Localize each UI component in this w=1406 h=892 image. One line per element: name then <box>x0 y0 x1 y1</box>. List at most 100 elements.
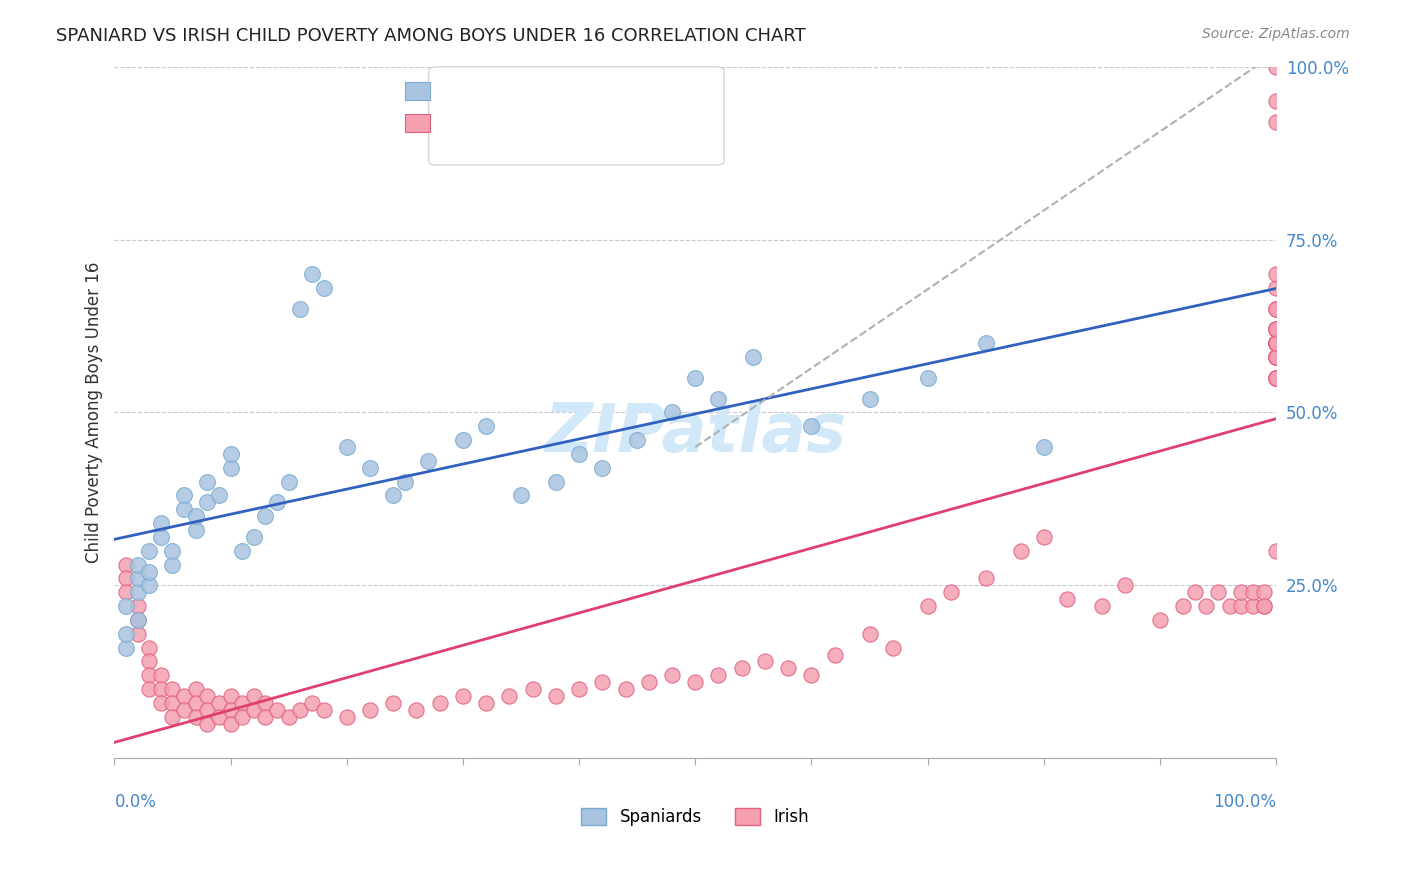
Point <box>243 703 266 717</box>
Point <box>127 613 149 627</box>
Point <box>917 599 939 614</box>
Point <box>127 572 149 586</box>
Point <box>277 710 299 724</box>
Point <box>405 703 427 717</box>
Point <box>1265 336 1288 351</box>
Point <box>1032 530 1054 544</box>
Point <box>1265 322 1288 336</box>
Point <box>266 495 288 509</box>
Point <box>301 696 323 710</box>
Point <box>1265 371 1288 385</box>
Point <box>231 710 253 724</box>
Point <box>1265 322 1288 336</box>
Point <box>184 509 207 524</box>
Point <box>195 716 218 731</box>
Point <box>254 509 277 524</box>
Point <box>382 696 405 710</box>
Point <box>778 661 800 675</box>
Point <box>544 475 567 489</box>
Point <box>1265 350 1288 364</box>
Point <box>115 585 138 599</box>
Point <box>219 703 242 717</box>
Point <box>184 523 207 537</box>
Point <box>1206 585 1229 599</box>
Point <box>683 371 706 385</box>
Point <box>231 543 253 558</box>
Point <box>1173 599 1195 614</box>
Point <box>149 668 172 682</box>
Point <box>127 585 149 599</box>
Point <box>1195 599 1218 614</box>
Text: 0.0%: 0.0% <box>114 793 156 811</box>
Point <box>742 350 765 364</box>
Point <box>243 530 266 544</box>
Point <box>1265 322 1288 336</box>
Point <box>1241 585 1264 599</box>
Point <box>149 682 172 697</box>
Point <box>754 655 776 669</box>
Point <box>568 682 591 697</box>
Point <box>173 689 195 703</box>
Point <box>219 447 242 461</box>
Point <box>800 668 823 682</box>
Point <box>1149 613 1171 627</box>
Point <box>1265 301 1288 316</box>
Point <box>184 696 207 710</box>
Point <box>510 488 533 502</box>
Point <box>1265 350 1288 364</box>
Point <box>138 655 160 669</box>
Point <box>416 454 439 468</box>
Point <box>138 578 160 592</box>
Point <box>394 475 416 489</box>
Point <box>173 703 195 717</box>
Point <box>127 599 149 614</box>
Point <box>1265 350 1288 364</box>
Text: SPANIARD VS IRISH CHILD POVERTY AMONG BOYS UNDER 16 CORRELATION CHART: SPANIARD VS IRISH CHILD POVERTY AMONG BO… <box>56 27 806 45</box>
Point <box>1253 585 1275 599</box>
Point <box>1265 322 1288 336</box>
Point <box>195 475 218 489</box>
Point <box>1265 322 1288 336</box>
Point <box>974 572 997 586</box>
Legend: Spaniards, Irish: Spaniards, Irish <box>575 802 815 833</box>
Point <box>243 689 266 703</box>
Point <box>1265 301 1288 316</box>
Point <box>219 689 242 703</box>
Text: R =: R = <box>443 82 474 100</box>
Point <box>162 543 184 558</box>
Point <box>115 627 138 641</box>
Point <box>173 488 195 502</box>
Point <box>1114 578 1136 592</box>
Point <box>1265 371 1288 385</box>
Point <box>208 696 231 710</box>
Point <box>1265 267 1288 281</box>
Point <box>359 703 381 717</box>
Point <box>1219 599 1241 614</box>
Point <box>115 640 138 655</box>
Y-axis label: Child Poverty Among Boys Under 16: Child Poverty Among Boys Under 16 <box>86 261 103 563</box>
Point <box>1265 336 1288 351</box>
Point <box>451 689 474 703</box>
Point <box>149 696 172 710</box>
Point <box>195 495 218 509</box>
Point <box>939 585 962 599</box>
Point <box>1265 371 1288 385</box>
Point <box>544 689 567 703</box>
Point <box>1230 585 1253 599</box>
Point <box>138 543 160 558</box>
Point <box>219 460 242 475</box>
Point <box>498 689 520 703</box>
Point <box>162 710 184 724</box>
Point <box>301 267 323 281</box>
Point <box>475 419 498 434</box>
Point <box>1265 94 1288 108</box>
Point <box>1091 599 1114 614</box>
Point <box>1265 336 1288 351</box>
Point <box>800 419 823 434</box>
Text: 0.716: 0.716 <box>475 114 527 132</box>
Point <box>1265 336 1288 351</box>
Point <box>1032 440 1054 454</box>
Point <box>626 433 648 447</box>
Point <box>451 433 474 447</box>
Point <box>254 710 277 724</box>
